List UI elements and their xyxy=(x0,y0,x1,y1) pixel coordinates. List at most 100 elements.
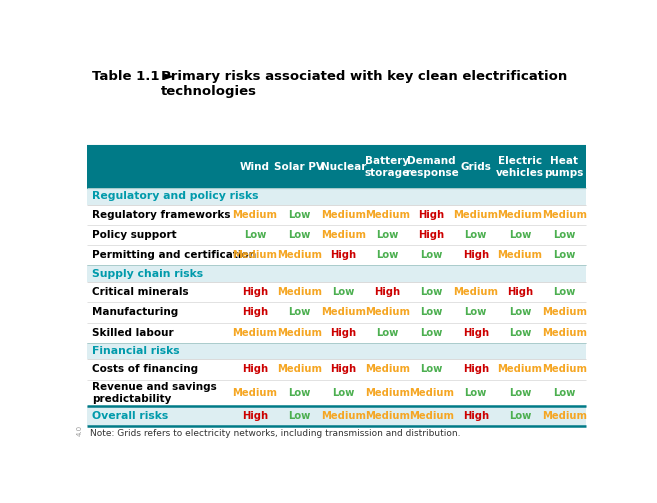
Text: Low: Low xyxy=(553,388,576,398)
Text: Low: Low xyxy=(509,327,531,338)
Text: Medium: Medium xyxy=(233,210,277,220)
Text: High: High xyxy=(374,287,401,297)
Bar xyxy=(87,302,586,322)
Text: Primary risks associated with key clean electrification
technologies: Primary risks associated with key clean … xyxy=(161,70,567,98)
Bar xyxy=(87,225,586,245)
Text: Wind: Wind xyxy=(240,162,270,172)
Bar xyxy=(87,188,586,205)
Text: Low: Low xyxy=(464,230,487,240)
Text: Low: Low xyxy=(553,230,576,240)
Text: Grids: Grids xyxy=(461,162,491,172)
Text: Medium: Medium xyxy=(365,210,410,220)
Text: High: High xyxy=(330,327,356,338)
Text: Permitting and certification: Permitting and certification xyxy=(92,250,256,261)
Text: Medium: Medium xyxy=(541,210,587,220)
Text: Regulatory and policy risks: Regulatory and policy risks xyxy=(92,192,259,201)
Text: Medium: Medium xyxy=(541,307,587,317)
Text: Low: Low xyxy=(244,230,266,240)
Text: Medium: Medium xyxy=(453,287,498,297)
Text: Low: Low xyxy=(464,307,487,317)
Text: Skilled labour: Skilled labour xyxy=(92,327,174,338)
Bar xyxy=(87,406,586,427)
Text: Low: Low xyxy=(420,287,443,297)
Text: Low: Low xyxy=(376,250,399,261)
Text: High: High xyxy=(242,307,268,317)
Text: Demand
response: Demand response xyxy=(405,156,459,178)
Text: Policy support: Policy support xyxy=(92,230,177,240)
Text: Heat
pumps: Heat pumps xyxy=(545,156,584,178)
Text: Medium: Medium xyxy=(497,365,543,374)
Text: Medium: Medium xyxy=(233,388,277,398)
Text: Low: Low xyxy=(288,307,310,317)
Text: Low: Low xyxy=(376,230,399,240)
Text: Table 1.1 ►: Table 1.1 ► xyxy=(92,70,175,83)
Text: Low: Low xyxy=(509,411,531,421)
Bar xyxy=(87,245,586,266)
Text: High: High xyxy=(330,365,356,374)
Text: Critical minerals: Critical minerals xyxy=(92,287,189,297)
Text: Medium: Medium xyxy=(365,388,410,398)
Text: Medium: Medium xyxy=(409,388,454,398)
Bar xyxy=(87,322,586,343)
Text: Overall risks: Overall risks xyxy=(92,411,169,421)
Text: Medium: Medium xyxy=(365,411,410,421)
Text: Medium: Medium xyxy=(365,365,410,374)
Text: Medium: Medium xyxy=(277,287,322,297)
Bar xyxy=(87,359,586,380)
Text: Medium: Medium xyxy=(541,411,587,421)
Text: Medium: Medium xyxy=(233,250,277,261)
Text: Low: Low xyxy=(509,388,531,398)
Bar xyxy=(87,266,586,282)
Text: 4.0: 4.0 xyxy=(77,425,83,436)
Text: Medium: Medium xyxy=(277,327,322,338)
Text: Low: Low xyxy=(420,307,443,317)
Bar xyxy=(87,146,586,188)
Text: Low: Low xyxy=(420,365,443,374)
Text: Low: Low xyxy=(288,230,310,240)
Bar xyxy=(87,380,586,406)
Text: Low: Low xyxy=(420,250,443,261)
Text: Battery
storage: Battery storage xyxy=(365,156,410,178)
Text: High: High xyxy=(463,365,489,374)
Text: High: High xyxy=(419,210,445,220)
Text: Nuclear: Nuclear xyxy=(321,162,366,172)
Text: High: High xyxy=(507,287,533,297)
Bar xyxy=(87,343,586,359)
Text: Medium: Medium xyxy=(233,327,277,338)
Text: Supply chain risks: Supply chain risks xyxy=(92,269,204,279)
Bar xyxy=(87,282,586,302)
Text: Medium: Medium xyxy=(321,411,366,421)
Text: Low: Low xyxy=(509,230,531,240)
Text: Low: Low xyxy=(553,250,576,261)
Text: Low: Low xyxy=(464,388,487,398)
Text: Manufacturing: Manufacturing xyxy=(92,307,179,317)
Text: Note: Grids refers to electricity networks, including transmission and distribut: Note: Grids refers to electricity networ… xyxy=(90,430,461,439)
Text: Low: Low xyxy=(288,210,310,220)
Text: Medium: Medium xyxy=(321,230,366,240)
Text: High: High xyxy=(330,250,356,261)
Text: Low: Low xyxy=(332,388,355,398)
Text: Medium: Medium xyxy=(277,250,322,261)
Text: Revenue and savings
predictability: Revenue and savings predictability xyxy=(92,382,217,403)
Text: Low: Low xyxy=(332,287,355,297)
Text: Low: Low xyxy=(553,287,576,297)
Text: Electric
vehicles: Electric vehicles xyxy=(496,156,544,178)
Text: Solar PV: Solar PV xyxy=(274,162,324,172)
Text: Low: Low xyxy=(376,327,399,338)
Text: Medium: Medium xyxy=(321,307,366,317)
Text: Medium: Medium xyxy=(277,365,322,374)
Text: Medium: Medium xyxy=(321,210,366,220)
Text: Medium: Medium xyxy=(409,411,454,421)
Text: Low: Low xyxy=(288,388,310,398)
Text: Medium: Medium xyxy=(541,327,587,338)
Text: Medium: Medium xyxy=(541,365,587,374)
Text: High: High xyxy=(242,411,268,421)
Text: Medium: Medium xyxy=(453,210,498,220)
Bar xyxy=(87,205,586,225)
Text: Low: Low xyxy=(509,307,531,317)
Text: Medium: Medium xyxy=(497,250,543,261)
Text: Regulatory frameworks: Regulatory frameworks xyxy=(92,210,231,220)
Text: Costs of financing: Costs of financing xyxy=(92,365,198,374)
Text: High: High xyxy=(242,287,268,297)
Text: High: High xyxy=(463,250,489,261)
